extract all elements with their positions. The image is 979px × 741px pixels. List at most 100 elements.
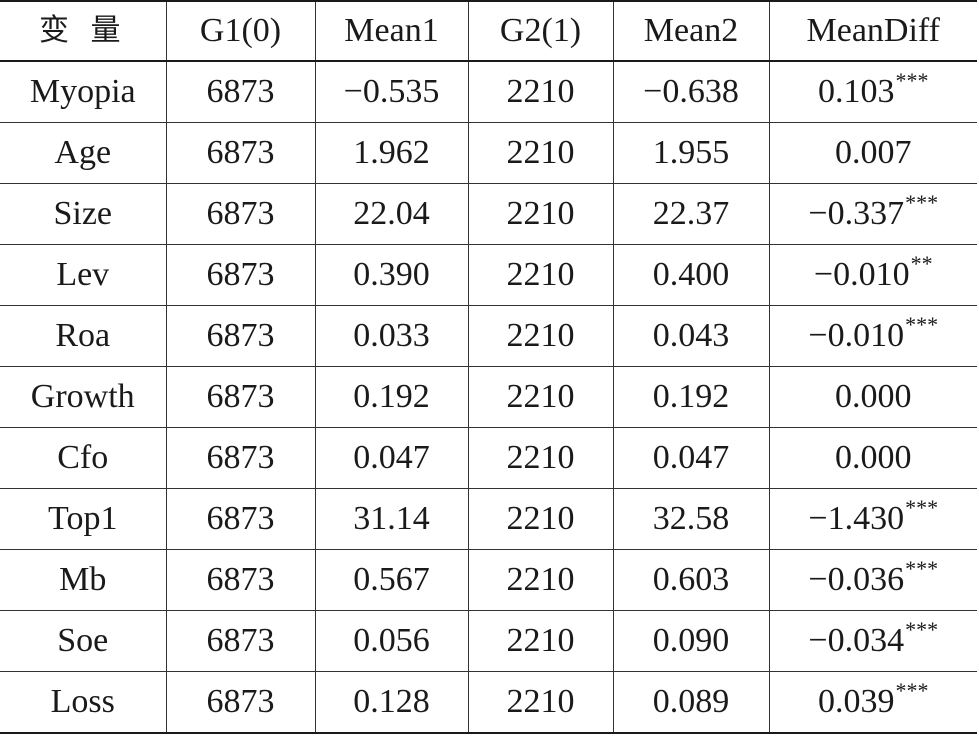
g1-count-cell-value: 6873	[206, 73, 275, 110]
mean-diff-cell-value: 0.007	[835, 134, 912, 171]
g1-count-cell-value: 6873	[206, 561, 275, 598]
g1-count-cell: 6873	[165, 122, 315, 184]
table-row: Age 6873 1.962 2210 1.955 0.007	[0, 122, 977, 184]
mean2-cell-value: 0.400	[652, 256, 730, 293]
mean-diff-cell: 0.000	[768, 427, 977, 489]
mean1-cell-value: 0.192	[353, 378, 430, 415]
mean-diff-cell: −0.034***	[768, 610, 977, 672]
g2-count-cell: 2210	[467, 305, 613, 367]
mean2-cell-value: 0.192	[652, 378, 730, 415]
mean1-cell-value: 0.033	[353, 317, 430, 354]
g1-count-cell: 6873	[165, 610, 315, 672]
variable-cell: Size	[0, 183, 166, 245]
significance-stars: ***	[905, 556, 939, 581]
variable-cell-value: Cfo	[57, 439, 109, 476]
g1-count-cell: 6873	[165, 488, 315, 550]
variable-cell: Age	[0, 122, 166, 184]
mean2-cell-value: 0.043	[652, 317, 730, 354]
g1-count-cell-value: 6873	[206, 317, 275, 354]
g2-count-cell-value: 2210	[506, 195, 575, 232]
table-row: Cfo 6873 0.047 2210 0.047 0.000	[0, 427, 977, 489]
mean-diff-cell: −1.430***	[768, 488, 977, 550]
mean2-cell: 22.37	[612, 183, 769, 245]
mean2-cell-value: 0.090	[652, 622, 730, 659]
g2-count-cell: 2210	[467, 366, 613, 428]
mean1-cell-value: 1.962	[353, 134, 430, 171]
mean1-cell: 0.192	[314, 366, 468, 428]
g1-count-cell: 6873	[165, 183, 315, 245]
mean1-cell-value: 0.390	[353, 256, 430, 293]
mean2-cell: 32.58	[612, 488, 769, 550]
g1-count-cell: 6873	[165, 366, 315, 428]
mean1-cell: 1.962	[314, 122, 468, 184]
g2-count-cell: 2210	[467, 549, 613, 611]
variable-cell-value: Age	[54, 134, 112, 171]
variable-cell: Cfo	[0, 427, 166, 489]
g1-count-cell-value: 6873	[206, 439, 275, 476]
variable-cell: Top1	[0, 488, 166, 550]
table-row: Mb 6873 0.567 2210 0.603 −0.036***	[0, 549, 977, 611]
variable-cell: Soe	[0, 610, 166, 672]
g1-count-cell: 6873	[165, 61, 315, 123]
g2-count-cell-value: 2210	[506, 134, 575, 171]
significance-stars: ***	[895, 678, 929, 703]
variable-cell: Myopia	[0, 61, 166, 123]
mean-diff-cell-value: 0.000	[835, 378, 912, 415]
table-row: Loss 6873 0.128 2210 0.089 0.039***	[0, 671, 977, 734]
mean2-cell-value: −0.638	[643, 73, 739, 110]
mean2-cell-value: 0.047	[652, 439, 730, 476]
mean1-cell-value: 22.04	[353, 195, 430, 232]
mean2-cell: 0.400	[612, 244, 769, 306]
mean2-cell: 0.089	[612, 671, 769, 734]
variable-cell-value: Lev	[56, 256, 110, 293]
mean1-cell: 0.047	[314, 427, 468, 489]
mean2-cell-value: 0.089	[652, 683, 730, 720]
g2-count-cell: 2210	[467, 61, 613, 123]
mean1-cell-value: −0.535	[343, 73, 440, 110]
g1-count-cell-value: 6873	[206, 378, 275, 415]
g1-count-cell: 6873	[165, 549, 315, 611]
significance-stars: ***	[905, 190, 939, 215]
mean2-cell: −0.638	[612, 61, 769, 123]
g1-count-cell-value: 6873	[206, 683, 275, 720]
variable-cell-value: Soe	[57, 622, 109, 659]
table-row: Soe 6873 0.056 2210 0.090 −0.034***	[0, 610, 977, 672]
table-row: Myopia 6873 −0.535 2210 −0.638 0.103***	[0, 61, 977, 123]
g2-count-cell-value: 2210	[506, 561, 575, 598]
g1-count-cell: 6873	[165, 671, 315, 734]
table-row: Lev 6873 0.390 2210 0.400 −0.010**	[0, 244, 977, 306]
mean2-cell-value: 1.955	[652, 134, 730, 171]
variable-cell-value: Mb	[59, 561, 107, 598]
g2-count-cell-value: 2210	[506, 317, 575, 354]
variable-cell: Growth	[0, 366, 166, 428]
g2-count-cell: 2210	[467, 244, 613, 306]
mean1-cell: 0.390	[314, 244, 468, 306]
mean1-cell: 0.056	[314, 610, 468, 672]
mean-diff-cell: −0.010***	[768, 305, 977, 367]
significance-stars: **	[910, 251, 933, 276]
header-mean1: Mean1	[314, 0, 468, 62]
mean-diff-cell-value: 0.039	[818, 683, 895, 720]
variable-cell-value: Myopia	[29, 73, 136, 110]
mean2-cell-value: 32.58	[652, 500, 730, 537]
table-row: Roa 6873 0.033 2210 0.043 −0.010***	[0, 305, 977, 367]
mean2-cell-value: 0.603	[652, 561, 730, 598]
mean-diff-cell-value: 0.000	[835, 439, 912, 476]
mean1-cell-value: 0.128	[353, 683, 430, 720]
mean-diff-cell: −0.036***	[768, 549, 977, 611]
mean2-cell: 0.047	[612, 427, 769, 489]
g2-count-cell: 2210	[467, 610, 613, 672]
mean2-cell-value: 22.37	[652, 195, 730, 232]
g1-count-cell-value: 6873	[206, 256, 275, 293]
header-mean2: Mean2	[612, 0, 769, 62]
variable-cell-value: Growth	[30, 378, 135, 415]
mean1-cell-value: 0.056	[353, 622, 430, 659]
mean-diff-cell: 0.103***	[768, 61, 977, 123]
table-row: Size 6873 22.04 2210 22.37 −0.337***	[0, 183, 977, 245]
mean1-cell: 0.033	[314, 305, 468, 367]
variable-cell-value: Top1	[48, 500, 118, 537]
header-mean-diff: MeanDiff	[768, 0, 977, 62]
g2-count-cell: 2210	[467, 427, 613, 489]
